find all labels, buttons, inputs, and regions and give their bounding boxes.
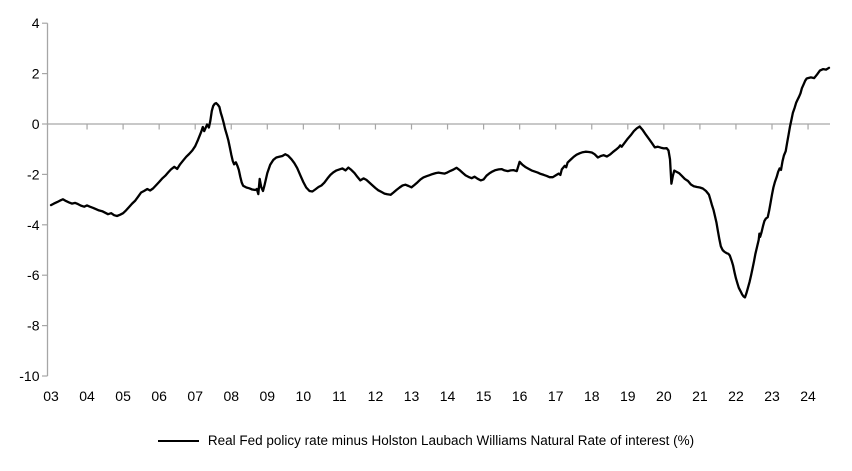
x-axis-tick-label: 04 [79, 388, 95, 404]
x-axis-tick-label: 20 [656, 388, 672, 404]
x-axis-tick-label: 07 [187, 388, 203, 404]
x-axis-tick-label: 13 [404, 388, 420, 404]
x-axis-tick-label: 10 [296, 388, 312, 404]
legend-line-swatch [157, 439, 199, 442]
x-axis-tick-label: 14 [440, 388, 456, 404]
x-axis-tick-label: 18 [584, 388, 600, 404]
x-axis-tick-label: 23 [764, 388, 780, 404]
x-axis-tick-label: 19 [620, 388, 636, 404]
chart-legend: Real Fed policy rate minus Holston Lauba… [0, 433, 852, 448]
x-axis-tick-label: 06 [151, 388, 167, 404]
y-axis-tick-label: -8 [27, 318, 40, 334]
x-axis-tick-label: 03 [43, 388, 59, 404]
y-axis-tick-label: 2 [32, 66, 40, 82]
x-axis-tick-label: 05 [115, 388, 131, 404]
legend-label: Real Fed policy rate minus Holston Lauba… [207, 433, 695, 448]
x-axis-tick-label: 24 [800, 388, 816, 404]
y-axis-tick-label: 4 [32, 15, 40, 31]
x-axis-tick-label: 15 [476, 388, 492, 404]
x-axis-tick-label: 08 [223, 388, 239, 404]
y-axis-tick-label: -6 [27, 267, 40, 283]
x-axis-tick-label: 16 [512, 388, 528, 404]
x-axis-tick-label: 21 [692, 388, 708, 404]
y-axis-tick-label: -2 [27, 166, 40, 182]
y-axis-tick-label: -10 [19, 368, 39, 384]
x-axis-tick-label: 09 [260, 388, 276, 404]
x-axis-tick-label: 11 [332, 388, 347, 404]
data-series-line [49, 66, 831, 299]
x-axis-tick-label: 17 [548, 388, 564, 404]
y-axis-tick-label: 0 [32, 116, 40, 132]
x-axis-tick-label: 22 [728, 388, 744, 404]
y-axis-tick-label: -4 [27, 217, 40, 233]
x-axis-tick-label: 12 [368, 388, 384, 404]
